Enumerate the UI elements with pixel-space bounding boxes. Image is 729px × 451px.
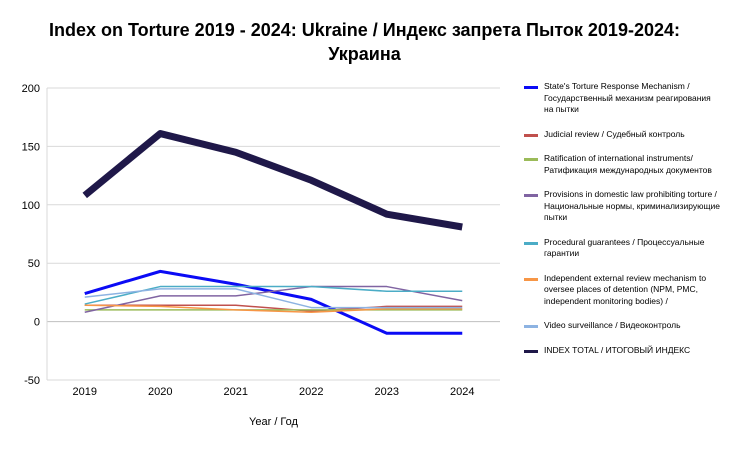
legend-swatch <box>524 194 538 197</box>
legend-item: Video surveillance / Видеоконтроль <box>522 320 722 332</box>
legend-label: Independent external review mechanism to… <box>544 272 707 306</box>
x-tick-label: 2020 <box>148 386 172 398</box>
legend-item: Procedural guarantees / Процессуальные г… <box>522 237 722 260</box>
legend-item: Provisions in domestic law prohibiting t… <box>522 189 722 224</box>
legend-label: Provisions in domestic law prohibiting t… <box>544 189 721 222</box>
legend-label: Judicial review / Судебный контроль <box>544 128 685 139</box>
legend-swatch <box>524 158 538 161</box>
legend-label: Video surveillance / Видеоконтроль <box>544 320 681 330</box>
y-tick-label: 100 <box>22 200 40 212</box>
y-tick-label: 50 <box>28 258 40 270</box>
legend-label: INDEX TOTAL / ИТОГОВЫЙ ИНДЕКС <box>544 344 691 355</box>
legend-label: Procedural guarantees / Процессуальные г… <box>544 236 705 259</box>
x-tick-label: 2024 <box>450 386 474 398</box>
series-line <box>84 288 463 309</box>
legend-swatch <box>524 325 538 328</box>
legend-label: Ratification of international instrument… <box>544 153 712 175</box>
series-line <box>84 304 463 314</box>
x-axis-title: Year / Год <box>249 416 298 428</box>
y-tick-label: 150 <box>22 141 40 153</box>
y-tick-label: 0 <box>34 317 40 329</box>
series-line <box>84 285 463 305</box>
series-line <box>84 285 463 313</box>
x-tick-label: 2019 <box>73 386 97 398</box>
series-line <box>84 269 463 335</box>
chart-legend: State's Torture Response Mechanism / Гос… <box>522 81 722 369</box>
x-tick-label: 2023 <box>375 386 399 398</box>
x-tick-label: 2021 <box>224 386 248 398</box>
legend-swatch <box>524 277 538 281</box>
legend-label: State's Torture Response Mechanism / Гос… <box>544 81 711 114</box>
series-line <box>84 304 463 312</box>
legend-item: INDEX TOTAL / ИТОГОВЫЙ ИНДЕКС <box>522 345 722 357</box>
chart-title: Index on Torture 2019 - 2024: Ukraine / … <box>0 18 729 66</box>
chart-title-line-1: Index on Torture 2019 - 2024: Ukraine / … <box>49 20 680 40</box>
legend-item: Ratification of international instrument… <box>522 153 722 176</box>
chart-title-line-2: Украина <box>328 44 401 64</box>
legend-item: Judicial review / Судебный контроль <box>522 129 722 141</box>
y-tick-label: 200 <box>22 83 40 95</box>
series-line <box>82 130 463 231</box>
legend-item: State's Torture Response Mechanism / Гос… <box>522 81 722 116</box>
legend-item: Independent external review mechanism to… <box>522 273 722 308</box>
x-tick-label: 2022 <box>299 386 323 398</box>
legend-swatch <box>524 133 538 137</box>
y-tick-label: -50 <box>24 375 40 387</box>
legend-swatch <box>524 349 538 353</box>
legend-swatch <box>524 86 538 89</box>
legend-swatch <box>524 241 538 245</box>
